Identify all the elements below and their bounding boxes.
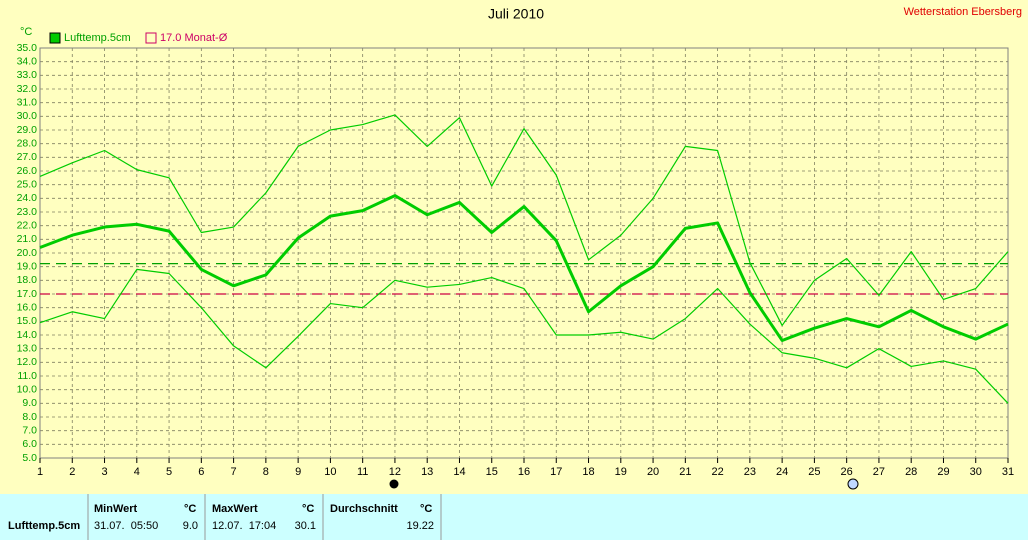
y-unit: °C — [20, 26, 32, 38]
x-tick-label: 4 — [134, 466, 140, 478]
y-tick-label: 35.0 — [17, 42, 38, 54]
y-tick-label: 25.0 — [17, 178, 38, 190]
y-tick-label: 6.0 — [22, 438, 37, 450]
y-tick-label: 5.0 — [22, 452, 37, 464]
table-header: °C — [302, 503, 314, 515]
y-tick-label: 16.0 — [17, 301, 38, 313]
row-name: Lufttemp.5cm — [8, 520, 80, 532]
y-tick-label: 15.0 — [17, 315, 38, 327]
x-tick-label: 18 — [582, 466, 594, 478]
table-header: °C — [184, 503, 196, 515]
x-tick-label: 20 — [647, 466, 659, 478]
table-header: Durchschnitt — [330, 503, 398, 515]
x-tick-label: 8 — [263, 466, 269, 478]
moon-icon — [847, 478, 859, 490]
y-tick-label: 20.0 — [17, 247, 38, 259]
x-tick-label: 31 — [1002, 466, 1014, 478]
y-tick-label: 21.0 — [17, 233, 38, 245]
x-tick-label: 1 — [37, 466, 43, 478]
y-tick-label: 19.0 — [17, 260, 38, 272]
y-tick-label: 28.0 — [17, 137, 38, 149]
y-tick-label: 22.0 — [17, 219, 38, 231]
table-cell: 12.07. 17:04 — [212, 520, 276, 532]
x-tick-label: 28 — [905, 466, 917, 478]
y-tick-label: 33.0 — [17, 69, 38, 81]
x-tick-label: 23 — [744, 466, 756, 478]
table-cell: 31.07. 05:50 — [94, 520, 158, 532]
y-tick-label: 13.0 — [17, 342, 38, 354]
x-tick-label: 13 — [421, 466, 433, 478]
legend-swatch — [145, 32, 157, 44]
y-tick-label: 12.0 — [17, 356, 38, 368]
table-header: °C — [420, 503, 432, 515]
y-tick-label: 27.0 — [17, 151, 38, 163]
y-tick-label: 11.0 — [17, 370, 37, 382]
x-tick-label: 7 — [231, 466, 237, 478]
y-tick-label: 32.0 — [17, 83, 38, 95]
x-tick-label: 11 — [357, 466, 368, 478]
y-tick-label: 17.0 — [17, 288, 38, 300]
x-tick-label: 2 — [69, 466, 75, 478]
x-tick-label: 21 — [679, 466, 691, 478]
x-tick-label: 30 — [970, 466, 982, 478]
x-tick-label: 12 — [389, 466, 401, 478]
x-tick-label: 19 — [615, 466, 627, 478]
x-tick-label: 16 — [518, 466, 530, 478]
series-line — [39, 114, 1009, 327]
x-tick-label: 9 — [295, 466, 301, 478]
x-tick-label: 10 — [324, 466, 336, 478]
station-name: Wetterstation Ebersberg — [904, 6, 1022, 18]
x-tick-label: 24 — [776, 466, 788, 478]
legend-label: 17.0 Monat-Ø — [160, 32, 228, 44]
x-tick-label: 29 — [937, 466, 949, 478]
y-tick-label: 23.0 — [17, 206, 38, 218]
x-tick-label: 6 — [198, 466, 204, 478]
y-tick-label: 10.0 — [17, 383, 38, 395]
table-cell: 9.0 — [183, 520, 198, 532]
x-tick-label: 22 — [711, 466, 723, 478]
y-tick-label: 31.0 — [17, 96, 38, 108]
series-line — [39, 194, 1009, 342]
table-cell: 30.1 — [295, 520, 316, 532]
x-tick-label: 3 — [101, 466, 107, 478]
y-tick-label: 18.0 — [17, 274, 38, 286]
series-line — [39, 268, 1009, 404]
y-tick-label: 34.0 — [17, 55, 38, 67]
table-header: MinWert — [94, 503, 138, 515]
y-tick-label: 14.0 — [17, 329, 38, 341]
y-tick-label: 24.0 — [17, 192, 38, 204]
x-tick-label: 27 — [873, 466, 885, 478]
moon-icon — [389, 479, 399, 489]
x-tick-label: 25 — [808, 466, 820, 478]
y-tick-label: 9.0 — [22, 397, 37, 409]
y-tick-label: 8.0 — [22, 411, 37, 423]
stats-panel — [0, 494, 1028, 540]
table-cell: 19.22 — [406, 520, 434, 532]
y-tick-label: 7.0 — [22, 424, 37, 436]
table-header: MaxWert — [212, 503, 258, 515]
x-tick-label: 5 — [166, 466, 172, 478]
x-tick-label: 26 — [841, 466, 853, 478]
legend-swatch — [49, 32, 61, 44]
x-tick-label: 17 — [550, 466, 562, 478]
y-tick-label: 26.0 — [17, 165, 38, 177]
chart-title: Juli 2010 — [488, 6, 544, 22]
y-tick-label: 30.0 — [17, 110, 38, 122]
x-tick-label: 14 — [453, 466, 465, 478]
x-tick-label: 15 — [486, 466, 498, 478]
legend-label: Lufttemp.5cm — [64, 32, 131, 44]
y-tick-label: 29.0 — [17, 124, 38, 136]
